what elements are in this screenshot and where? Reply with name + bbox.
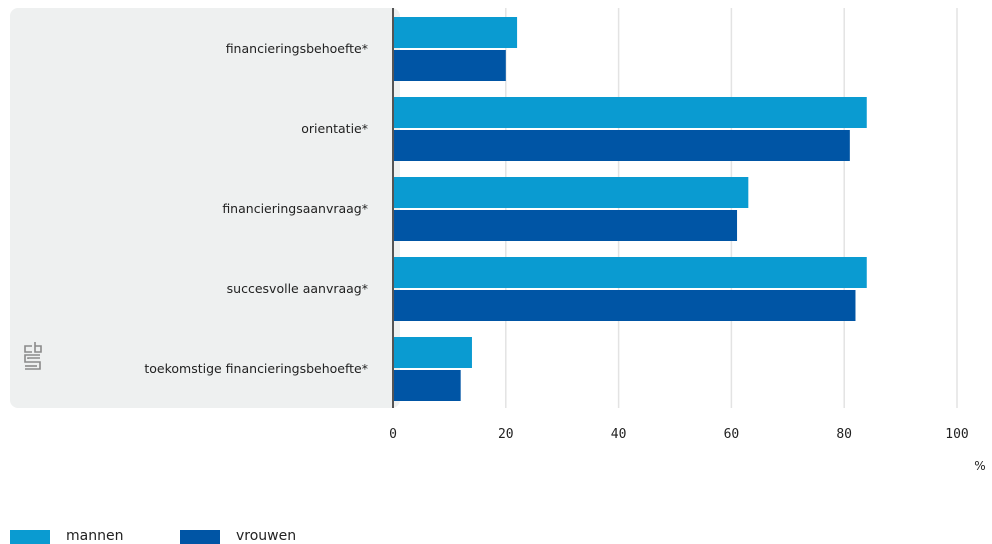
bar-mannen-0 [393,17,518,48]
bar-mannen-3 [393,257,867,288]
x-tick-0: 0 [389,427,397,442]
bar-vrouwen-3 [393,290,856,321]
category-label-4: toekomstige financieringsbehoefte* [144,361,368,376]
x-unit-label: % [974,459,985,473]
bar-vrouwen-0 [393,50,506,81]
category-label-3: succesvolle aanvraag* [227,281,368,296]
legend: mannen vrouwen [10,528,296,544]
bars [393,17,867,401]
category-label-0: financieringsbehoefte* [226,41,368,56]
x-tick-20: 20 [498,427,514,442]
label-panel [10,8,400,408]
category-label-2: financieringsaanvraag* [222,201,368,216]
legend-swatch-vrouwen [180,530,220,544]
x-tick-40: 40 [611,427,627,442]
bar-mannen-2 [393,177,749,208]
legend-label-vrouwen: vrouwen [236,528,296,544]
legend-label-mannen: mannen [66,528,123,544]
bar-mannen-1 [393,97,867,128]
category-labels: financieringsbehoefte* orientatie* financi… [144,41,368,376]
x-tick-labels: 0 20 40 60 80 100 [389,427,969,442]
x-tick-100: 100 [945,427,968,442]
bar-vrouwen-2 [393,210,738,241]
bar-vrouwen-4 [393,370,461,401]
x-tick-80: 80 [836,427,852,442]
bar-vrouwen-1 [393,130,850,161]
category-label-1: orientatie* [301,121,368,136]
cbs-logo-icon: cbs [24,342,42,370]
x-tick-60: 60 [724,427,740,442]
legend-swatch-mannen [10,530,50,544]
bar-mannen-4 [393,337,472,368]
